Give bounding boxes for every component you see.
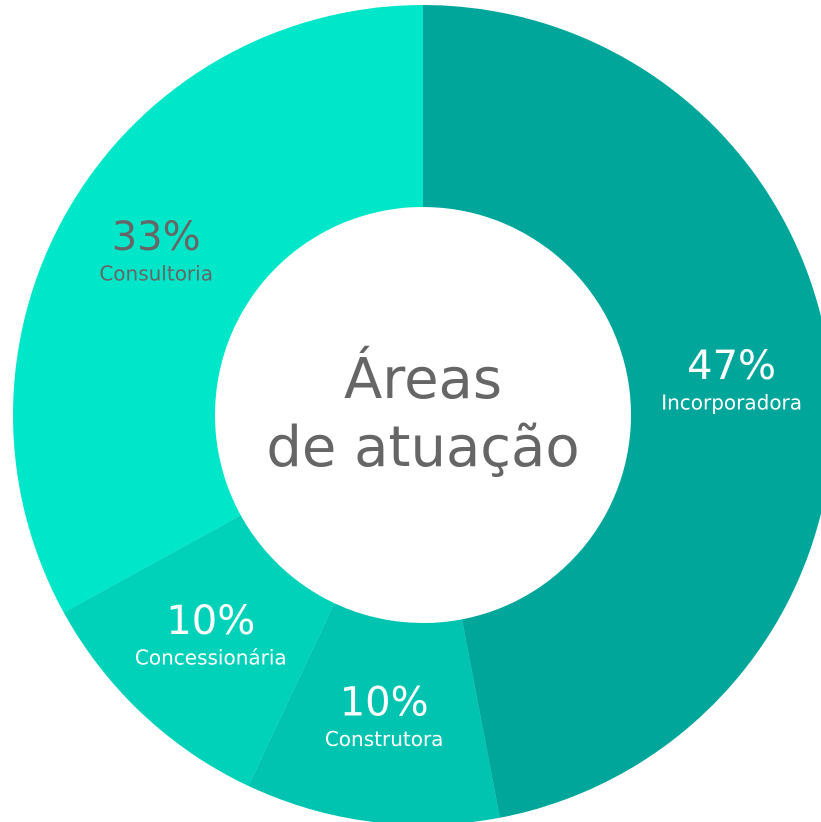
- value-label: 47%: [687, 343, 776, 389]
- category-label: Incorporadora: [661, 390, 802, 414]
- category-label: Concessionária: [135, 645, 287, 669]
- slice: [63, 515, 335, 786]
- value-label: 10%: [166, 598, 255, 644]
- value-label: 33%: [112, 214, 201, 260]
- chart-title: de atuação: [266, 415, 579, 480]
- slice: [13, 5, 424, 613]
- category-label: Consultoria: [99, 262, 213, 286]
- chart-title: Áreas: [344, 347, 502, 412]
- slice: [423, 5, 821, 818]
- slice: [248, 603, 500, 822]
- category-label: Construtora: [325, 727, 444, 751]
- value-label: 10%: [340, 680, 429, 726]
